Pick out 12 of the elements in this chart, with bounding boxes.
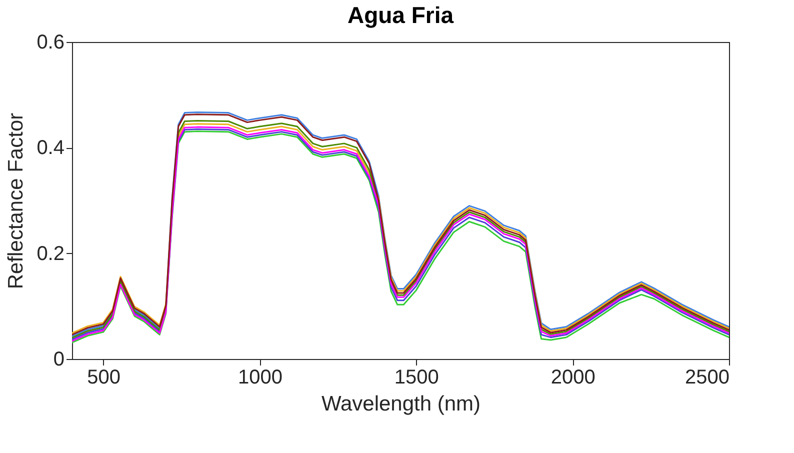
y-tick-label: 0 [53, 348, 64, 370]
x-axis-title: Wavelength (nm) [321, 392, 481, 416]
x-tick-label: 500 [87, 366, 120, 388]
y-axis-title: Reflectance Factor [4, 112, 28, 290]
x-tick-label: 2000 [550, 366, 596, 388]
y-tick-label: 0.6 [36, 32, 64, 54]
x-tick-label: 1000 [238, 366, 282, 388]
x-tick-label: 1500 [394, 366, 439, 388]
x-tick-label: 2500 [685, 366, 730, 388]
chart-title: Agua Fria [347, 2, 454, 28]
y-tick-label: 0.4 [36, 137, 64, 160]
y-tick-label: 0.2 [36, 242, 64, 265]
